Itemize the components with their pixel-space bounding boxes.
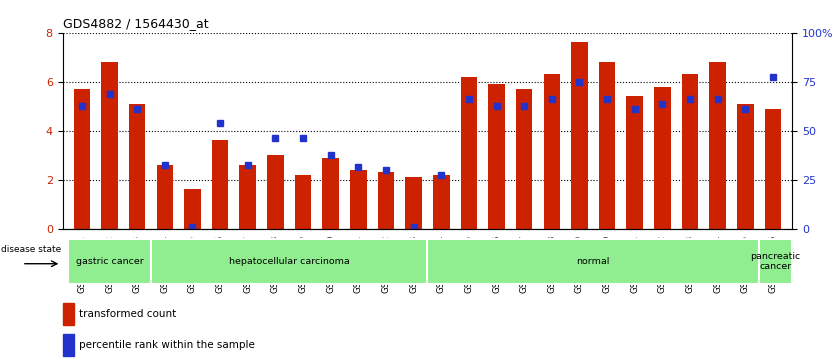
Bar bbox=[681, 74, 698, 229]
FancyBboxPatch shape bbox=[151, 239, 427, 284]
Bar bbox=[267, 155, 284, 229]
Text: pancreatic
cancer: pancreatic cancer bbox=[751, 252, 801, 271]
Bar bbox=[544, 74, 560, 229]
FancyBboxPatch shape bbox=[759, 239, 792, 284]
Bar bbox=[101, 62, 118, 229]
Bar bbox=[157, 165, 173, 229]
Bar bbox=[654, 87, 671, 229]
Bar bbox=[350, 170, 367, 229]
Text: gastric cancer: gastric cancer bbox=[76, 257, 143, 266]
Bar bbox=[294, 175, 311, 229]
Bar bbox=[184, 189, 201, 229]
Text: transformed count: transformed count bbox=[78, 309, 176, 319]
Bar bbox=[63, 303, 73, 325]
Bar bbox=[737, 104, 754, 229]
Bar bbox=[405, 177, 422, 229]
Bar bbox=[599, 62, 615, 229]
Bar bbox=[710, 62, 726, 229]
Bar bbox=[433, 175, 450, 229]
Bar bbox=[378, 172, 394, 229]
Text: normal: normal bbox=[576, 257, 610, 266]
Bar bbox=[129, 104, 145, 229]
Bar bbox=[212, 140, 229, 229]
Bar bbox=[626, 96, 643, 229]
FancyBboxPatch shape bbox=[427, 239, 759, 284]
Text: percentile rank within the sample: percentile rank within the sample bbox=[78, 340, 254, 350]
Text: hepatocellular carcinoma: hepatocellular carcinoma bbox=[229, 257, 349, 266]
Bar bbox=[73, 89, 90, 229]
Bar bbox=[323, 158, 339, 229]
Bar bbox=[239, 165, 256, 229]
Bar bbox=[571, 42, 588, 229]
FancyBboxPatch shape bbox=[68, 239, 151, 284]
Text: GDS4882 / 1564430_at: GDS4882 / 1564430_at bbox=[63, 17, 208, 30]
Bar bbox=[63, 334, 73, 356]
Bar bbox=[516, 89, 532, 229]
Text: disease state: disease state bbox=[1, 245, 62, 254]
Bar bbox=[488, 84, 505, 229]
Bar bbox=[765, 109, 781, 229]
Bar bbox=[460, 77, 477, 229]
